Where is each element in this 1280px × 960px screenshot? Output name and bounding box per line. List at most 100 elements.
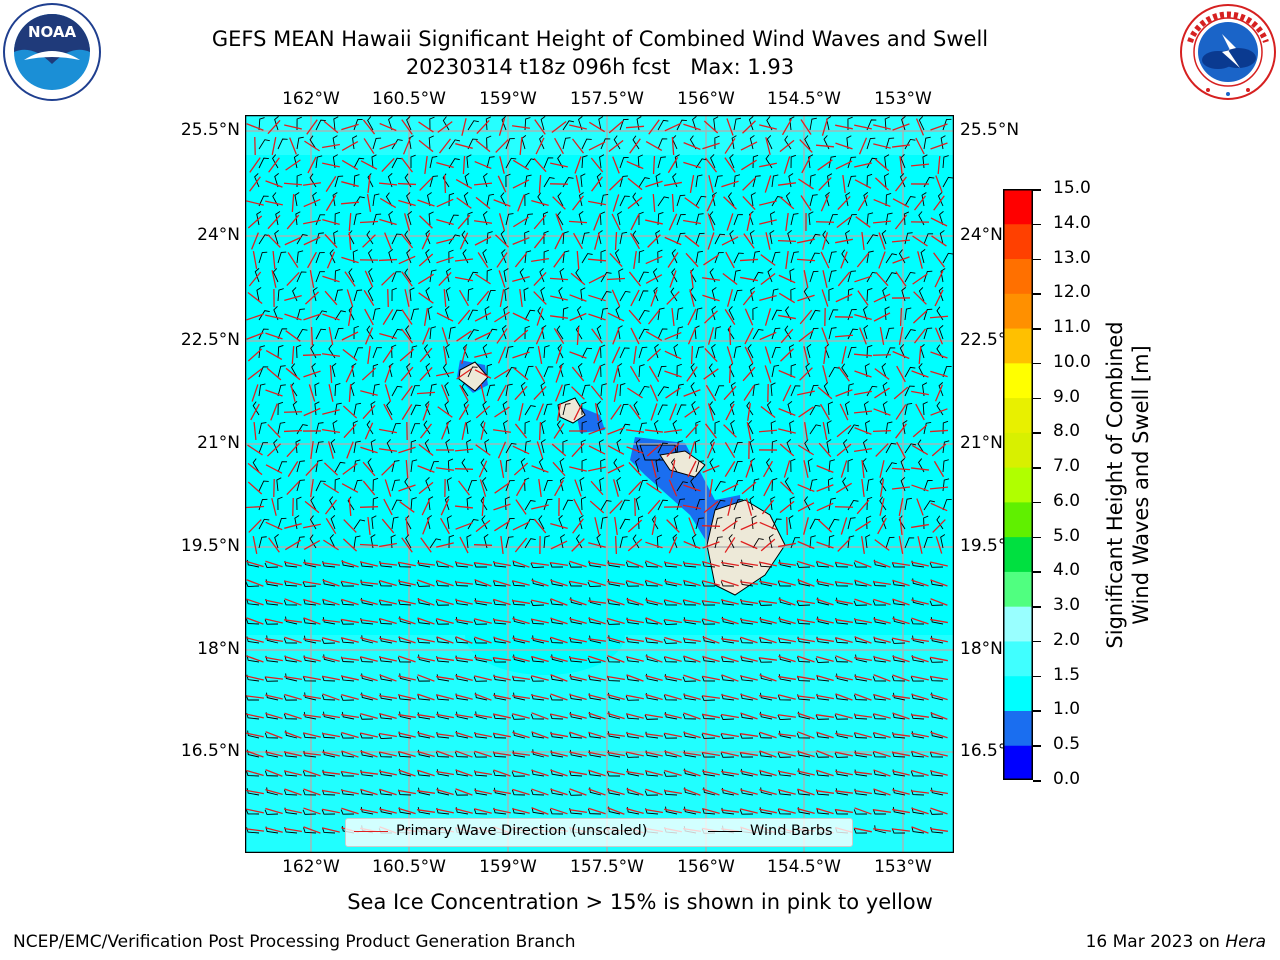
wind-barb (728, 363, 735, 378)
wave-arrow (911, 826, 929, 834)
wind-barb (391, 271, 402, 283)
wave-arrow (550, 561, 568, 567)
wind-barb (580, 439, 586, 454)
wind-barb (372, 383, 380, 397)
wind-barb (695, 250, 704, 264)
wind-barb (691, 401, 697, 416)
wind-barb (619, 157, 629, 169)
wave-arrow (721, 655, 739, 663)
wave-arrow (664, 618, 682, 624)
wind-barb (303, 598, 317, 606)
wave-arrow (895, 176, 907, 192)
wave-arrow (246, 750, 264, 758)
wind-barb (749, 135, 755, 150)
wave-arrow (572, 518, 584, 534)
wind-barb (938, 325, 944, 340)
wave-arrow (932, 519, 946, 533)
wave-arrow (935, 175, 943, 193)
wave-arrow (645, 541, 663, 549)
wave-arrow (284, 124, 302, 130)
wave-arrow (268, 537, 280, 553)
wind-barb (872, 752, 887, 758)
wind-barb (841, 249, 849, 264)
wave-arrow (248, 519, 262, 533)
wave-arrow (398, 713, 416, 719)
wave-arrow (742, 366, 756, 382)
wind-barb (598, 439, 604, 454)
wind-barb (657, 156, 666, 169)
wind-barb (904, 271, 916, 283)
wave-arrow (758, 657, 778, 661)
legend-wave-item: Primary Wave Direction (unscaled) (354, 823, 647, 839)
wave-arrow (760, 254, 776, 266)
wave-arrow (493, 694, 511, 700)
wave-arrow (360, 693, 378, 701)
wave-arrow (777, 182, 797, 186)
wave-arrow (518, 403, 524, 421)
wind-barb (752, 306, 758, 321)
wave-arrow (302, 752, 322, 756)
wind-barb (657, 404, 668, 416)
wind-barb (808, 211, 814, 226)
wind-barb (920, 249, 926, 264)
wave-arrow (246, 732, 264, 738)
wave-arrow (379, 122, 397, 132)
wave-arrow (690, 269, 694, 289)
wind-barb (771, 327, 781, 340)
wind-barb (408, 135, 414, 150)
wind-barb (777, 694, 792, 701)
wind-barb (372, 307, 381, 321)
wave-arrow (702, 618, 720, 624)
wave-arrow (284, 295, 302, 301)
wave-arrow (362, 404, 376, 420)
wave-arrow (575, 175, 581, 193)
wave-arrow (818, 442, 832, 458)
wave-arrow (628, 309, 642, 325)
wave-arrow (759, 808, 777, 814)
wind-barb (842, 477, 849, 492)
wave-arrow (739, 258, 759, 262)
wave-arrow (512, 159, 530, 171)
wind-barb (676, 194, 686, 207)
wind-barb (635, 439, 641, 454)
wind-barb (302, 789, 317, 796)
wave-arrow (531, 465, 549, 473)
wind-barb (537, 306, 545, 321)
wave-arrow (514, 385, 528, 401)
wind-barb (505, 383, 513, 397)
wind-barb (329, 249, 336, 264)
wind-barb (581, 253, 593, 264)
wave-arrow (613, 365, 619, 383)
wind-barb (334, 327, 344, 340)
wind-barb (424, 439, 431, 454)
wave-arrow (571, 442, 585, 458)
wave-arrow (759, 521, 777, 531)
wave-arrow (360, 788, 378, 796)
wind-barb (828, 534, 835, 549)
wind-barb (835, 693, 849, 701)
wind-barb (245, 809, 260, 815)
wind-barb (557, 192, 564, 207)
wind-barb (447, 458, 454, 473)
wind-barb (796, 675, 811, 682)
wave-arrow (496, 328, 508, 344)
wind-barb (245, 618, 260, 625)
wave-arrow (474, 750, 492, 758)
wind-barb (296, 479, 305, 492)
wind-barb (616, 439, 622, 454)
wave-arrow (892, 808, 910, 814)
wind-barb (847, 175, 857, 188)
wind-barb (619, 290, 631, 302)
wind-barb (701, 600, 716, 606)
wind-barb (779, 559, 792, 568)
wave-arrow (740, 141, 758, 151)
wind-barb (367, 287, 374, 302)
wind-barb (405, 534, 412, 549)
wave-arrow (455, 750, 473, 758)
wind-barb (940, 268, 946, 283)
wind-barb (828, 287, 834, 302)
wind-barb (827, 477, 834, 492)
wave-arrow (246, 313, 264, 321)
wind-barb (391, 233, 402, 245)
wind-barb (486, 268, 493, 283)
